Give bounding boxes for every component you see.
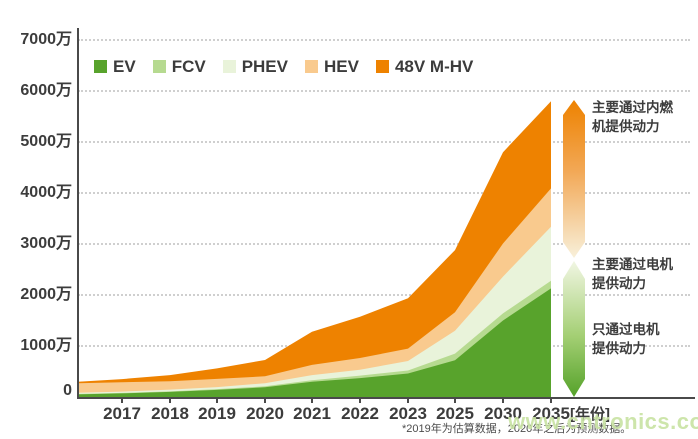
- x-axis-line: [77, 397, 695, 399]
- area-hev: [78, 188, 551, 397]
- annotation-mainly-motor-power: 主要通过电机 提供动力: [592, 257, 673, 291]
- gridline: [78, 294, 690, 296]
- x-tick: [407, 399, 409, 403]
- x-tick-label: 2019: [198, 404, 236, 423]
- x-axis-unit-label: [年份]: [570, 406, 610, 423]
- legend-label: 48V M-HV: [394, 57, 474, 76]
- ev-swatch-icon: [94, 60, 107, 73]
- hev-swatch-icon: [304, 60, 318, 73]
- footnote: *2019年为估算数据，2020年之后为预测数据。: [402, 423, 632, 435]
- x-tick: [359, 399, 361, 403]
- y-tick-label: 1000万: [20, 337, 72, 354]
- x-tick: [216, 399, 218, 403]
- x-tick: [454, 399, 456, 403]
- motor-power-down-arrow-icon: [563, 261, 585, 397]
- x-tick: [550, 399, 552, 403]
- gridline: [78, 141, 690, 143]
- y-axis-line: [77, 28, 79, 399]
- legend-item-48v-mhv: 48V M-HV: [375, 57, 474, 76]
- legend-label: FCV: [171, 57, 206, 76]
- legend-item-hev: HEV: [304, 57, 359, 76]
- 48v-mhv-swatch-icon: [375, 60, 389, 73]
- y-tick-label: 5000万: [20, 133, 72, 150]
- x-tick-label: 2030: [484, 404, 522, 423]
- legend-item-fcv: FCV: [152, 57, 206, 76]
- x-tick-label: 2025: [436, 404, 474, 423]
- legend-label: HEV: [323, 57, 359, 76]
- ice-power-up-arrow-icon: [563, 100, 585, 258]
- annotation-ice-power: 主要通过内燃 机提供动力: [592, 100, 673, 134]
- legend-item-phev: PHEV: [222, 57, 288, 76]
- x-tick-label: 2018: [151, 404, 189, 423]
- y-tick-label: 6000万: [20, 82, 72, 99]
- fcv-swatch-icon: [152, 60, 166, 73]
- area-ev: [78, 288, 551, 397]
- area-48v-m-hv: [78, 101, 551, 397]
- y-tick-label: 4000万: [20, 184, 72, 201]
- x-tick: [311, 399, 313, 403]
- gridline: [78, 90, 690, 92]
- gridline: [78, 192, 690, 194]
- x-tick: [264, 399, 266, 403]
- annotation-only-motor-power: 只通过电机 提供动力: [592, 322, 660, 356]
- y-tick-label: 7000万: [20, 31, 72, 48]
- x-tick: [502, 399, 504, 403]
- y-tick-label: 2000万: [20, 286, 72, 303]
- x-tick-label: 2021: [293, 404, 331, 423]
- phev-swatch-icon: [222, 60, 236, 73]
- x-tick-label: 2035: [532, 404, 570, 423]
- y-tick-label: 3000万: [20, 235, 72, 252]
- legend-item-ev: EV: [94, 58, 136, 75]
- legend-label: EV: [113, 57, 136, 76]
- x-tick-label: 2022: [341, 404, 379, 423]
- area-phev: [78, 226, 551, 397]
- x-tick-label: 2023: [389, 404, 427, 423]
- legend-label: PHEV: [241, 57, 288, 76]
- y-tick-label: 0: [63, 382, 72, 399]
- gridline: [78, 243, 690, 245]
- x-tick: [169, 399, 171, 403]
- x-tick: [121, 399, 123, 403]
- legend: EV FCV PHEV HEV 48V M-HV: [94, 58, 473, 75]
- x-tick-label: 2017: [103, 404, 141, 423]
- gridline: [78, 39, 690, 41]
- x-tick-label: 2020: [246, 404, 284, 423]
- watermark: www.cntronics.com: [508, 409, 698, 434]
